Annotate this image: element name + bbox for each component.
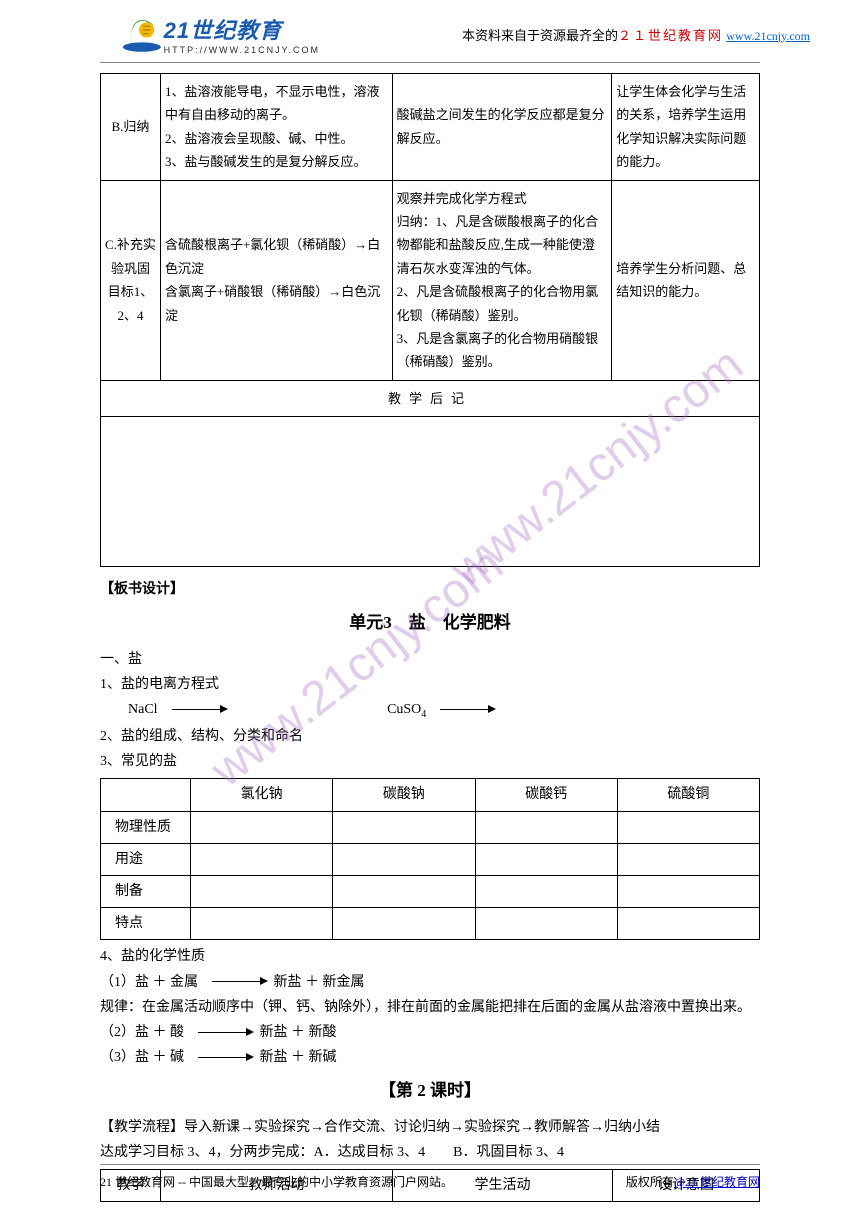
header-brand: ２１世纪教育网 xyxy=(618,28,723,43)
r3-right: 新盐 ＋ 新碱 xyxy=(260,1050,337,1065)
cell xyxy=(333,908,475,940)
notes-header: 教学后记 xyxy=(101,380,760,416)
cell-student: 酸碱盐之间发生的化学反应都是复分解反应。 xyxy=(392,74,612,181)
lesson2-title: 【第 2 课时】 xyxy=(100,1076,760,1107)
cell xyxy=(617,843,759,875)
cell xyxy=(475,843,617,875)
r1-right: 新盐 ＋ 新金属 xyxy=(274,975,365,990)
logo-subtitle: HTTP://WWW.21CNJY.COM xyxy=(164,45,320,55)
reaction-3: （3）盐 ＋ 碱 新盐 ＋ 新碱 xyxy=(100,1045,760,1070)
col-blank xyxy=(101,779,191,811)
cuso4-label: CuSO xyxy=(387,702,421,717)
cell xyxy=(617,811,759,843)
footer-left: 21 世纪教育网 -- 中国最大型、最专业的中小学教育资源门户网站。 xyxy=(100,1173,453,1190)
cell xyxy=(475,908,617,940)
row-physical: 物理性质 xyxy=(101,811,191,843)
cell-stage: C.补充实验巩固目标1、2、4 xyxy=(101,180,161,380)
cell xyxy=(333,811,475,843)
header-prefix: 本资料来自于资源最齐全的 xyxy=(462,28,618,43)
page-content: B.归纳 1、盐溶液能导电，不显示电性，溶液中有自由移动的离子。 2、盐溶液会呈… xyxy=(0,73,860,1202)
line: 4、盐的化学性质 xyxy=(100,944,760,969)
unit-title: 单元3 盐 化学肥料 xyxy=(100,608,760,639)
cell xyxy=(617,875,759,907)
cell xyxy=(191,875,333,907)
logo: 21世纪教育 HTTP://WWW.21CNJY.COM xyxy=(120,9,320,59)
header-url[interactable]: www.21cnjy.com xyxy=(726,29,810,43)
cell-intent: 培养学生分析问题、总结知识的能力。 xyxy=(612,180,760,380)
col-nacl: 氯化钠 xyxy=(191,779,333,811)
notes-body-row xyxy=(101,417,760,567)
cuso4-sub: 4 xyxy=(421,709,426,720)
r1-left: （1）盐 ＋ 金属 xyxy=(100,975,198,990)
arrow-icon xyxy=(172,704,230,716)
table-row: 用途 xyxy=(101,843,760,875)
line: 一、盐 xyxy=(100,647,760,672)
logo-icon xyxy=(120,11,164,57)
notes-body xyxy=(101,417,760,567)
salt-properties-table: 氯化钠 碳酸钠 碳酸钙 硫酸铜 物理性质 用途 制备 特点 xyxy=(100,778,760,940)
footer-right-prefix: 版权所有 xyxy=(626,1175,674,1189)
table-row: 物理性质 xyxy=(101,811,760,843)
row-use: 用途 xyxy=(101,843,191,875)
arrow-icon xyxy=(198,1052,256,1064)
cell xyxy=(475,811,617,843)
line: 2、盐的组成、结构、分类和命名 xyxy=(100,724,760,749)
cell-stage: B.归纳 xyxy=(101,74,161,181)
rule-line: 规律：在金属活动顺序中（钾、钙、钠除外），排在前面的金属能把排在后面的金属从盐溶… xyxy=(100,995,760,1020)
cell xyxy=(191,811,333,843)
r2-left: （2）盐 ＋ 酸 xyxy=(100,1025,184,1040)
cell-intent: 让学生体会化学与生活的关系，培养学生运用化学知识解决实际问题的能力。 xyxy=(612,74,760,181)
r2-right: 新盐 ＋ 新酸 xyxy=(260,1025,337,1040)
cell xyxy=(191,843,333,875)
arrow-icon xyxy=(198,1027,256,1039)
board-design: 【板书设计】 单元3 盐 化学肥料 一、盐 1、盐的电离方程式 NaCl CuS… xyxy=(100,577,760,1202)
header-divider xyxy=(100,62,760,63)
cell-teacher: 1、盐溶液能导电，不显示电性，溶液中有自由移动的离子。 2、盐溶液会呈现酸、碱、… xyxy=(160,74,392,181)
table-header-row: 氯化钠 碳酸钠 碳酸钙 硫酸铜 xyxy=(101,779,760,811)
equation-line: NaCl CuSO4 xyxy=(100,697,760,724)
table-row: C.补充实验巩固目标1、2、4 含硫酸根离子+氯化钡（稀硝酸）→白色沉淀 含氯离… xyxy=(101,180,760,380)
page-header: 21世纪教育 HTTP://WWW.21CNJY.COM 本资料来自于资源最齐全… xyxy=(0,0,860,62)
arrow-icon xyxy=(212,976,270,988)
teaching-table: B.归纳 1、盐溶液能导电，不显示电性，溶液中有自由移动的离子。 2、盐溶液会呈… xyxy=(100,73,760,567)
line: 3、常见的盐 xyxy=(100,749,760,774)
flow-line: 【教学流程】导入新课→实验探究→合作交流、讨论归纳→实验探究→教师解答→归纳小结 xyxy=(100,1115,760,1140)
row-feature: 特点 xyxy=(101,908,191,940)
logo-title: 21世纪教育 xyxy=(164,13,320,45)
cell xyxy=(191,908,333,940)
logo-text: 21世纪教育 HTTP://WWW.21CNJY.COM xyxy=(164,13,320,55)
cell-student: 观察并完成化学方程式 归纳：1、凡是含碳酸根离子的化合物都能和盐酸反应,生成一种… xyxy=(392,180,612,380)
r3-left: （3）盐 ＋ 碱 xyxy=(100,1050,184,1065)
cell xyxy=(333,875,475,907)
arrow-icon xyxy=(440,704,498,716)
table-row: 制备 xyxy=(101,875,760,907)
reaction-1: （1）盐 ＋ 金属 新盐 ＋ 新金属 xyxy=(100,970,760,995)
row-prep: 制备 xyxy=(101,875,191,907)
reaction-2: （2）盐 ＋ 酸 新盐 ＋ 新酸 xyxy=(100,1020,760,1045)
table-row: 特点 xyxy=(101,908,760,940)
line: 1、盐的电离方程式 xyxy=(100,672,760,697)
table-row: B.归纳 1、盐溶液能导电，不显示电性，溶液中有自由移动的离子。 2、盐溶液会呈… xyxy=(101,74,760,181)
nacl-label: NaCl xyxy=(128,702,158,717)
col-na2co3: 碳酸钠 xyxy=(333,779,475,811)
page-footer: 21 世纪教育网 -- 中国最大型、最专业的中小学教育资源门户网站。 版权所有@… xyxy=(100,1164,760,1190)
notes-header-row: 教学后记 xyxy=(101,380,760,416)
goal-line: 达成学习目标 3、4，分两步完成：A．达成目标 3、4 B．巩固目标 3、4 xyxy=(100,1140,760,1165)
section-heading: 【板书设计】 xyxy=(100,577,760,602)
footer-right: 版权所有@21 世纪教育网 xyxy=(626,1173,760,1190)
cell xyxy=(475,875,617,907)
cell xyxy=(617,908,759,940)
cell-teacher: 含硫酸根离子+氯化钡（稀硝酸）→白色沉淀 含氯离子+硝酸银（稀硝酸）→白色沉淀 xyxy=(160,180,392,380)
cell xyxy=(333,843,475,875)
footer-link[interactable]: @21 世纪教育网 xyxy=(674,1175,760,1189)
col-cuso4: 硫酸铜 xyxy=(617,779,759,811)
col-caco3: 碳酸钙 xyxy=(475,779,617,811)
header-source: 本资料来自于资源最齐全的２１世纪教育网 www.21cnjy.com xyxy=(462,25,810,44)
